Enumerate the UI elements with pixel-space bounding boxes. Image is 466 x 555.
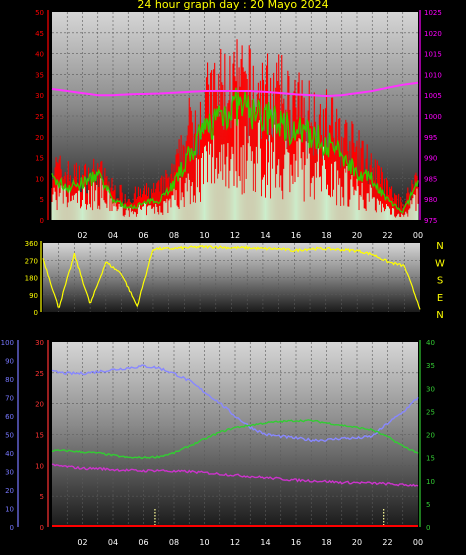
- pressure-axis-tick: 1010: [424, 71, 442, 79]
- x-tick-label: 20: [352, 538, 362, 547]
- dewpoint-axis-tick: 15: [426, 455, 435, 463]
- x-tick-label: 08: [169, 231, 179, 240]
- temperature-axis-tick: 0: [40, 524, 44, 532]
- humidity-line: [51, 364, 419, 443]
- x-tick-label: 22: [382, 231, 392, 240]
- x-tick-label: 06: [138, 538, 148, 547]
- pressure-axis-tick: 985: [424, 175, 437, 183]
- temperature-axis-tick: 25: [35, 370, 44, 378]
- humidity-axis-tick: 40: [5, 450, 14, 458]
- dewpoint-line: [51, 419, 419, 460]
- humidity-axis-tick: 100: [1, 339, 14, 347]
- direction-axis-tick: 180: [25, 275, 38, 283]
- pressure-axis-tick: 1025: [424, 9, 442, 17]
- wind-axis-tick: 35: [35, 71, 44, 79]
- x-tick-label: 16: [291, 538, 301, 547]
- direction-axis-tick: 270: [25, 257, 38, 265]
- x-tick-label: 20: [352, 231, 362, 240]
- dewpoint-axis-tick: 10: [426, 478, 435, 486]
- x-tick-label: 04: [108, 538, 118, 547]
- x-tick-label: 12: [230, 538, 240, 547]
- wind-average-line: [51, 87, 419, 214]
- compass-label: N: [436, 310, 443, 321]
- wind-axis-tick: 50: [35, 9, 44, 17]
- pressure-axis-tick: 1020: [424, 30, 442, 38]
- wind-axis-tick: 0: [40, 217, 44, 225]
- temperature-line: [51, 463, 419, 487]
- wind-axis-tick: 10: [35, 175, 44, 183]
- compass-label: N: [436, 241, 443, 252]
- x-tick-label: 10: [199, 231, 209, 240]
- x-tick-label: 18: [321, 231, 331, 240]
- pressure-axis-tick: 1005: [424, 92, 442, 100]
- wind-direction-line: [42, 245, 421, 310]
- x-tick-label: 18: [321, 538, 331, 547]
- x-tick-label: 10: [199, 538, 209, 547]
- x-tick-label: 00: [413, 231, 423, 240]
- direction-axis-tick: 360: [25, 240, 38, 248]
- wind-axis-tick: 40: [35, 51, 44, 59]
- compass-label: S: [437, 276, 443, 287]
- x-tick-label: 04: [108, 231, 118, 240]
- humidity-axis-tick: 30: [5, 469, 14, 477]
- temperature-axis-tick: 15: [35, 432, 44, 440]
- pressure-axis-tick: 990: [424, 155, 437, 163]
- x-tick-label: 12: [230, 231, 240, 240]
- x-tick-label: 02: [77, 231, 87, 240]
- humidity-axis-tick: 90: [5, 358, 14, 366]
- humidity-axis-tick: 80: [5, 376, 14, 384]
- pressure-axis-tick: 1015: [424, 51, 442, 59]
- humidity-axis-tick: 0: [10, 524, 14, 532]
- dewpoint-axis-tick: 5: [426, 501, 430, 509]
- temperature-axis-tick: 20: [35, 401, 44, 409]
- pressure-axis-tick: 975: [424, 217, 437, 225]
- dewpoint-axis-tick: 0: [426, 524, 430, 532]
- humidity-axis-tick: 50: [5, 432, 14, 440]
- dewpoint-axis-tick: 35: [426, 362, 435, 370]
- x-tick-label: 14: [260, 231, 270, 240]
- x-tick-label: 16: [291, 231, 301, 240]
- x-tick-label: 14: [260, 538, 270, 547]
- temperature-axis-tick: 5: [40, 493, 44, 501]
- x-tick-label: 06: [138, 231, 148, 240]
- humidity-axis-tick: 20: [5, 487, 14, 495]
- wind-axis-tick: 15: [35, 155, 44, 163]
- direction-axis-tick: 0: [34, 309, 38, 317]
- x-tick-label: 00: [413, 538, 423, 547]
- pressure-line: [51, 81, 419, 98]
- dewpoint-axis-tick: 25: [426, 408, 435, 416]
- pressure-axis-tick: 980: [424, 196, 437, 204]
- wind-axis-tick: 45: [35, 30, 44, 38]
- dewpoint-axis-tick: 20: [426, 432, 435, 440]
- wind-axis-tick: 5: [40, 196, 44, 204]
- pressure-axis-tick: 1000: [424, 113, 442, 121]
- page-title: 24 hour graph day : 20 Mayo 2024: [137, 0, 329, 11]
- wind-axis-tick: 25: [35, 113, 44, 121]
- dewpoint-axis-tick: 40: [426, 339, 435, 347]
- wind-axis-tick: 30: [35, 92, 44, 100]
- humidity-axis-tick: 60: [5, 413, 14, 421]
- temperature-axis-tick: 30: [35, 339, 44, 347]
- direction-axis-tick: 90: [29, 292, 38, 300]
- x-tick-label: 08: [169, 538, 179, 547]
- compass-label: W: [435, 258, 445, 269]
- dewpoint-axis-tick: 30: [426, 385, 435, 393]
- humidity-axis-tick: 70: [5, 395, 14, 403]
- humidity-axis-tick: 10: [5, 506, 14, 514]
- compass-label: E: [437, 293, 443, 304]
- x-tick-label: 22: [382, 538, 392, 547]
- wind-axis-tick: 20: [35, 134, 44, 142]
- temperature-axis-tick: 10: [35, 462, 44, 470]
- x-tick-label: 02: [77, 538, 87, 547]
- pressure-axis-tick: 995: [424, 134, 437, 142]
